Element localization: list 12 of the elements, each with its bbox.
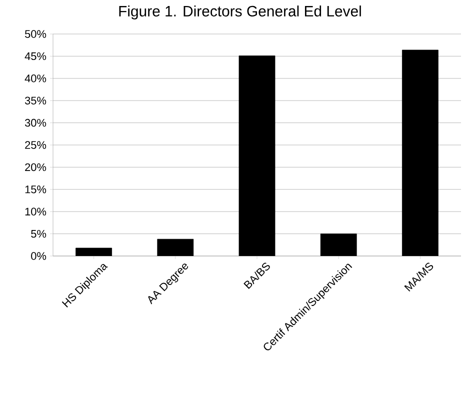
y-tick-label: 35% xyxy=(24,96,46,104)
y-tick-label: 0% xyxy=(31,252,46,260)
y-tick-label: 5% xyxy=(31,230,46,238)
y-tick-label: 45% xyxy=(24,52,46,60)
y-tick-label: 50% xyxy=(24,30,46,38)
y-tick-label: 20% xyxy=(25,163,46,172)
y-tick-label: 25% xyxy=(25,141,46,149)
y-tick-label: 15% xyxy=(25,186,46,194)
y-tick-label: 40% xyxy=(24,74,46,82)
y-tick-label: 10% xyxy=(25,208,46,216)
y-tick-label: 30% xyxy=(24,118,46,127)
chart-title: Figure 1. Directors General Ed Level xyxy=(119,6,361,20)
